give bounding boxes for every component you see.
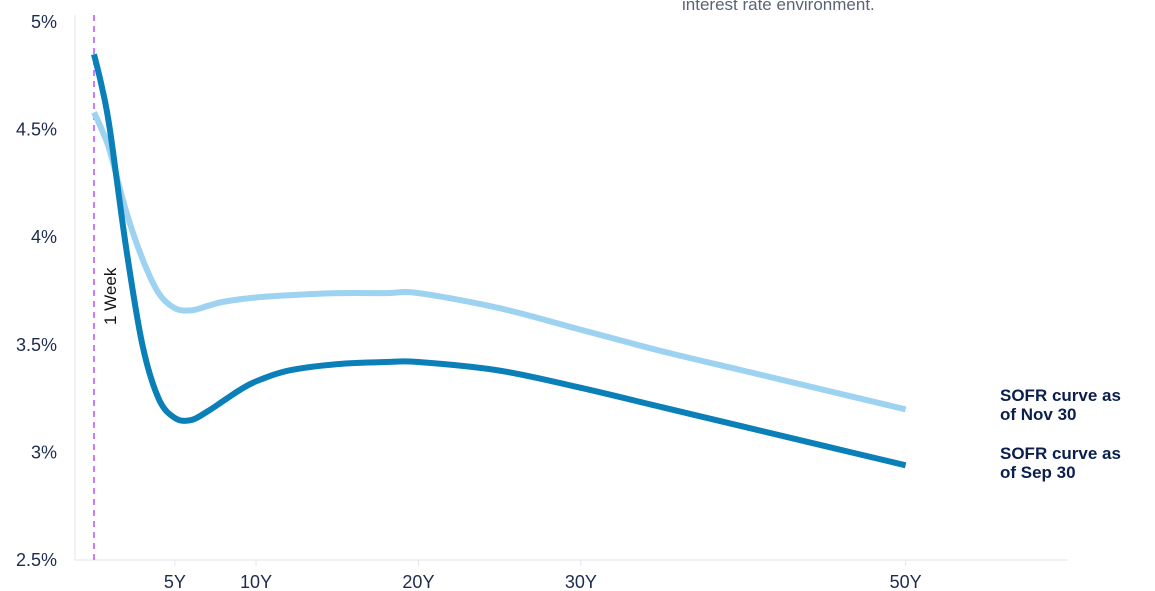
x-tick-label: 30Y <box>565 572 597 591</box>
x-tick-labels: 5Y 10Y 20Y 30Y 50Y <box>164 560 922 591</box>
y-tick-label: 2.5% <box>16 550 57 570</box>
series-label-nov-30: SOFR curve as of Nov 30 <box>1000 386 1121 424</box>
y-tick-labels: 2.5% 3% 3.5% 4% 4.5% 5% <box>16 12 57 570</box>
x-tick-label: 5Y <box>164 572 186 591</box>
x-tick-label: 10Y <box>240 572 272 591</box>
series-label-sep-30-line2: of Sep 30 <box>1000 463 1076 482</box>
series-lines <box>91 53 907 469</box>
series-label-nov-30-line1: SOFR curve as <box>1000 386 1121 405</box>
chart-annotation: interest rate environment. <box>682 0 875 14</box>
x-tick-label: 20Y <box>402 572 434 591</box>
y-tick-label: 5% <box>31 12 57 32</box>
series-label-nov-30-line2: of Nov 30 <box>1000 405 1077 424</box>
y-tick-label: 3.5% <box>16 335 57 355</box>
series-line-nov-30 <box>91 111 907 413</box>
series-line-sep-30 <box>91 53 907 469</box>
series-label-sep-30-line1: SOFR curve as <box>1000 444 1121 463</box>
x-tick-label: 50Y <box>890 572 922 591</box>
series-label-sep-30: SOFR curve as of Sep 30 <box>1000 444 1121 482</box>
y-tick-label: 4.5% <box>16 120 57 140</box>
y-tick-label: 3% <box>31 442 57 462</box>
y-tick-label: 4% <box>31 227 57 247</box>
one-week-label: 1 Week <box>101 267 120 325</box>
